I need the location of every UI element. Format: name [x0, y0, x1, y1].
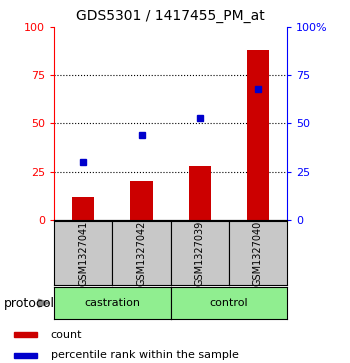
Text: count: count — [51, 330, 82, 340]
Bar — [72, 196, 95, 220]
Bar — [247, 50, 269, 220]
Text: control: control — [210, 298, 248, 308]
Text: GSM1327040: GSM1327040 — [253, 221, 263, 286]
Text: percentile rank within the sample: percentile rank within the sample — [51, 351, 239, 360]
Text: GSM1327041: GSM1327041 — [78, 221, 88, 286]
Text: protocol: protocol — [4, 297, 55, 310]
Bar — [131, 181, 153, 220]
Text: castration: castration — [84, 298, 140, 308]
Bar — [14, 353, 37, 358]
Text: GSM1327039: GSM1327039 — [195, 221, 205, 286]
Bar — [189, 166, 211, 220]
Text: GSM1327042: GSM1327042 — [136, 220, 147, 286]
Bar — [14, 332, 37, 337]
Title: GDS5301 / 1417455_PM_at: GDS5301 / 1417455_PM_at — [76, 9, 265, 24]
